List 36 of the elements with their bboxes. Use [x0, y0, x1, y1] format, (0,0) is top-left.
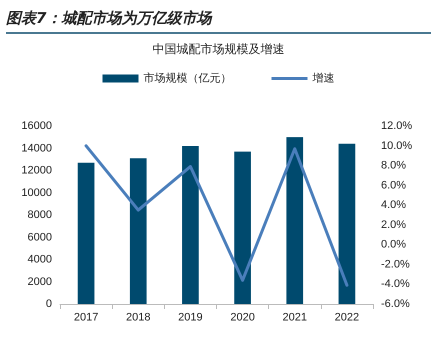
x-tick-label: 2019	[178, 312, 203, 324]
y-tick-label: 0	[46, 298, 52, 310]
y-tick-label: 16000	[21, 120, 52, 132]
y2-tick-label: 6.0%	[381, 179, 406, 192]
y2-tick-label: 12.0%	[381, 120, 412, 132]
y-tick-label: 14000	[21, 142, 52, 154]
y-tick-label: 8000	[28, 209, 52, 221]
y2-tick-label: -6.0%	[381, 298, 410, 310]
bar	[182, 146, 199, 304]
x-tick-label: 2017	[74, 312, 98, 324]
y-tick-label: 12000	[21, 164, 52, 176]
legend-label: 市场规模（亿元）	[144, 72, 232, 84]
y2-tick-label: 10.0%	[381, 140, 412, 152]
y-tick-label: 2000	[28, 276, 52, 288]
chart-subtitle: 中国城配市场规模及增速	[152, 42, 284, 56]
x-tick-label: 2022	[334, 312, 360, 324]
chart-title: 图表7：城配市场为万亿级市场	[6, 4, 431, 34]
y2-tick-label: -2.0%	[381, 258, 410, 270]
bar	[338, 144, 356, 304]
y2-tick-label: 8.0%	[381, 160, 406, 172]
y-tick-label: 4000	[28, 254, 52, 266]
line-series	[84, 144, 348, 287]
y2-tick-label: 4.0%	[381, 199, 406, 212]
bar	[286, 137, 304, 304]
legend-label: 增速	[312, 72, 334, 84]
bar	[234, 152, 251, 304]
bar	[130, 158, 147, 304]
y-tick-label: 10000	[21, 186, 52, 199]
bar	[78, 162, 94, 304]
x-tick-label: 2018	[126, 312, 150, 324]
y2-tick-label: 0.0%	[381, 238, 406, 251]
y2-tick-label: -4.0%	[381, 278, 410, 290]
y-tick-label: 6000	[28, 231, 52, 244]
x-tick-label: 2020	[230, 312, 255, 324]
x-tick-label: 2021	[282, 312, 307, 324]
y2-tick-label: 2.0%	[381, 218, 406, 231]
